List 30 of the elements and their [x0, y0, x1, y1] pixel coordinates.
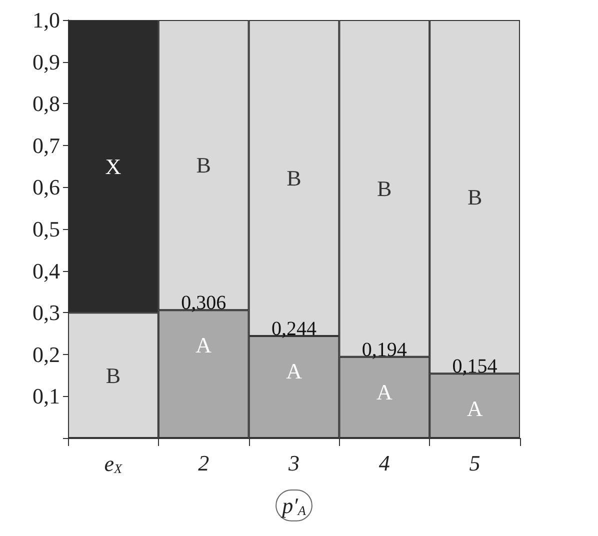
text: A: [286, 358, 302, 384]
series-label: A: [466, 396, 483, 422]
y-tick-label: 0,6: [32, 174, 60, 200]
x-tick-label: 3: [288, 450, 300, 476]
y-tick-label: 0,7: [32, 132, 60, 158]
text: B: [196, 152, 211, 178]
text: A: [376, 379, 392, 404]
text: B: [377, 176, 392, 201]
y-tick-label: 0,5: [32, 216, 60, 242]
series-label: X: [105, 154, 122, 179]
y-tick-label: 0,4: [32, 258, 60, 284]
x-axis-title: p′A: [280, 492, 307, 518]
x-tick-label: 5: [469, 450, 480, 476]
x-tick-label: 4: [378, 450, 390, 476]
x-tick-label: 2: [198, 450, 210, 476]
text: A: [196, 332, 212, 358]
y-tick-label: 0,8: [32, 91, 60, 116]
data-label: 0,194: [362, 338, 407, 361]
y-tick-label: 0,3: [32, 300, 60, 326]
series-label: B: [286, 166, 302, 191]
y-tick-label: 0,1: [32, 384, 60, 409]
data-label: 0,154: [452, 356, 498, 378]
y-tick-label: 0,9: [32, 49, 60, 74]
x-tick-label: eX: [104, 450, 124, 476]
data-label: 0,306: [181, 292, 226, 314]
text: B: [467, 184, 482, 210]
text: B: [106, 362, 121, 388]
y-tick-label: 0,2: [32, 342, 60, 367]
y-tick-label: 1,0: [32, 8, 60, 32]
data-label: 0,244: [272, 318, 316, 340]
